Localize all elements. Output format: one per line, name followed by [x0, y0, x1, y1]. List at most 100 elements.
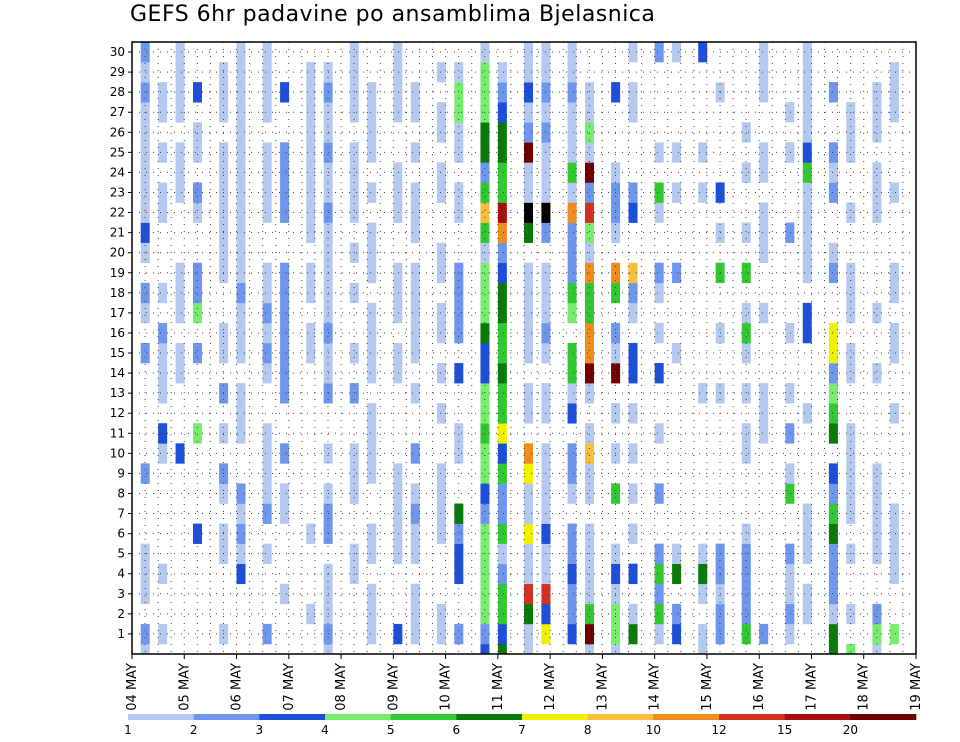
heatmap-cell — [584, 563, 594, 585]
heatmap-cell — [628, 42, 638, 63]
heatmap-cell — [785, 322, 795, 344]
heatmap-cell — [349, 383, 359, 404]
heatmap-cell — [306, 222, 316, 243]
heatmap-cell — [280, 182, 290, 203]
heatmap-cell — [741, 423, 751, 444]
x-tick-label: 04 MAY — [125, 663, 140, 711]
heatmap-cell — [236, 523, 246, 544]
heatmap-cell — [698, 583, 708, 605]
heatmap-cell — [158, 142, 168, 163]
heatmap-cell — [872, 483, 882, 504]
heatmap-cell — [410, 182, 420, 203]
heatmap-cell — [497, 282, 507, 304]
heatmap-cell — [567, 523, 577, 544]
heatmap-cell — [280, 302, 290, 324]
heatmap-cell — [654, 363, 664, 384]
heatmap-cell — [802, 102, 812, 123]
heatmap-cell — [262, 623, 272, 645]
heatmap-cell — [672, 342, 682, 364]
heatmap-cell — [192, 342, 202, 364]
heatmap-cell — [454, 122, 464, 143]
heatmap-cell — [828, 403, 838, 424]
heatmap-cell — [280, 363, 290, 384]
heatmap-cell — [480, 523, 490, 544]
y-tick-label: 1 — [117, 627, 125, 641]
heatmap-cell — [262, 162, 272, 183]
heatmap-cell — [802, 543, 812, 565]
heatmap-cell — [741, 222, 751, 243]
heatmap-cell — [480, 282, 490, 304]
heatmap-cell — [410, 322, 420, 344]
heatmap-cell — [454, 282, 464, 304]
heatmap-cell — [802, 302, 812, 324]
heatmap-cell — [524, 383, 534, 404]
heatmap-cell — [584, 222, 594, 243]
heatmap-cell — [654, 483, 664, 504]
heatmap-cell — [524, 543, 534, 565]
heatmap-cell — [802, 603, 812, 625]
heatmap-cell — [454, 262, 464, 284]
y-tick-label: 27 — [110, 105, 125, 119]
colorbar-label: 2 — [190, 723, 198, 737]
colorbar-label: 5 — [387, 723, 395, 737]
heatmap-cell — [785, 483, 795, 504]
heatmap-cell — [393, 503, 403, 524]
heatmap-cell — [567, 102, 577, 123]
heatmap-cell — [741, 383, 751, 404]
heatmap-cell — [828, 543, 838, 565]
heatmap-cell — [759, 403, 769, 424]
heatmap-cell — [584, 202, 594, 223]
heatmap-cell — [175, 302, 185, 324]
heatmap-cell — [140, 222, 150, 243]
heatmap-cell — [524, 503, 534, 524]
heatmap-cell — [802, 583, 812, 605]
heatmap-cell — [262, 342, 272, 364]
heatmap-cell — [236, 202, 246, 223]
heatmap-cell — [436, 503, 446, 524]
heatmap-cell — [349, 142, 359, 163]
heatmap-cell — [497, 423, 507, 444]
heatmap-cell — [436, 322, 446, 344]
heatmap-cell — [349, 463, 359, 484]
heatmap-cell — [497, 383, 507, 404]
heatmap-cell — [280, 503, 290, 524]
heatmap-cell — [480, 383, 490, 404]
heatmap-cell — [828, 82, 838, 103]
heatmap-cell — [367, 142, 377, 163]
heatmap-cell — [158, 563, 168, 585]
heatmap-cell — [497, 443, 507, 464]
heatmap-cell — [192, 122, 202, 143]
heatmap-cell — [436, 182, 446, 203]
heatmap-cell — [158, 282, 168, 304]
heatmap-cell — [262, 543, 272, 565]
heatmap-cell — [262, 282, 272, 304]
heatmap-cell — [889, 543, 899, 565]
heatmap-cell — [802, 122, 812, 143]
heatmap-cell — [654, 182, 664, 203]
heatmap-cell — [158, 202, 168, 223]
heatmap-cell — [192, 182, 202, 203]
heatmap-cell — [741, 322, 751, 344]
heatmap-cell — [280, 262, 290, 284]
heatmap-cell — [497, 322, 507, 344]
heatmap-cell — [497, 483, 507, 504]
heatmap-cell — [672, 603, 682, 625]
heatmap-cell — [236, 302, 246, 324]
heatmap-cell — [654, 42, 664, 63]
heatmap-cell — [672, 142, 682, 163]
heatmap-cell — [436, 62, 446, 83]
y-tick-label: 4 — [117, 567, 125, 581]
heatmap-cell — [480, 62, 490, 83]
heatmap-cell — [436, 122, 446, 143]
heatmap-cell — [454, 62, 464, 83]
heatmap-cell — [236, 222, 246, 243]
heatmap-cell — [280, 583, 290, 605]
x-tick-label: 17 MAY — [804, 663, 819, 711]
colorbar-swatch — [259, 714, 326, 720]
heatmap-cell — [349, 82, 359, 103]
heatmap-cell — [262, 182, 272, 203]
heatmap-cell — [628, 363, 638, 384]
heatmap-cell — [741, 523, 751, 544]
heatmap-cell — [140, 302, 150, 324]
heatmap-cell — [393, 483, 403, 504]
